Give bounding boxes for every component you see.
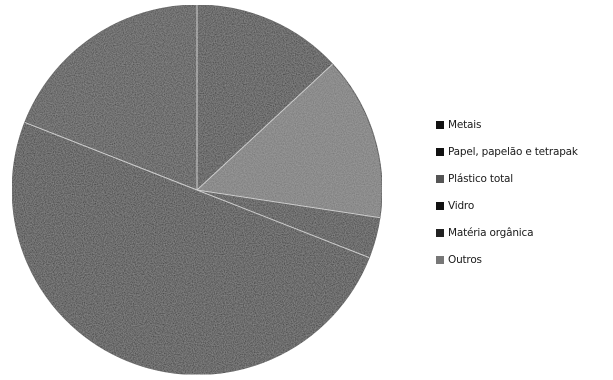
pie-slice-materia-organica xyxy=(24,4,198,191)
legend-item: Papel, papelão e tetrapak xyxy=(436,144,612,159)
legend-swatch xyxy=(436,120,444,129)
legend-item: Vidro xyxy=(436,198,612,213)
legend-swatch xyxy=(436,201,444,210)
legend-label: Papel, papelão e tetrapak xyxy=(448,145,578,158)
chart-legend: Metais Papel, papelão e tetrapak Plástico … xyxy=(436,117,612,279)
legend-item: Metais xyxy=(436,117,612,132)
legend-label: Outros xyxy=(448,253,482,266)
slice-separator xyxy=(196,189,381,219)
pie-slice-papel-papelao-e-tetrapak xyxy=(195,63,383,219)
slice-separator xyxy=(196,189,370,259)
legend-item: Plástico total xyxy=(436,171,612,186)
legend-swatch xyxy=(436,174,444,183)
pie-slice-vidro xyxy=(11,121,370,375)
legend-swatch xyxy=(436,147,444,156)
legend-label: Matéria orgânica xyxy=(448,226,534,239)
slice-separator xyxy=(196,63,333,191)
legend-label: Vidro xyxy=(448,199,475,212)
legend-item: Outros xyxy=(436,252,612,267)
legend-label: Metais xyxy=(448,118,482,131)
slice-separator xyxy=(24,121,198,191)
legend-item: Matéria orgânica xyxy=(436,225,612,240)
legend-label: Plástico total xyxy=(448,172,513,185)
pie-slice-metais xyxy=(196,4,334,192)
legend-swatch xyxy=(436,228,444,237)
legend-swatch xyxy=(436,255,444,264)
